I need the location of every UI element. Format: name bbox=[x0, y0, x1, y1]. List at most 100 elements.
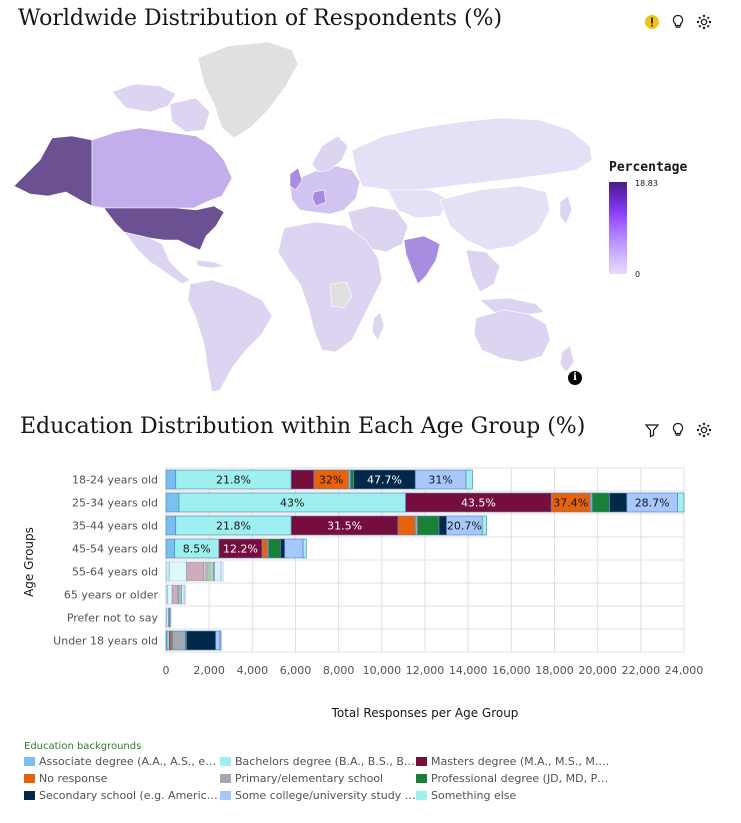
bar-segment[interactable] bbox=[181, 584, 185, 605]
bar-segment[interactable] bbox=[165, 492, 180, 513]
y-tick-label: Under 18 years old bbox=[53, 635, 158, 648]
y-tick-label: 45-54 years old bbox=[72, 543, 158, 556]
bar-segment[interactable] bbox=[397, 515, 416, 536]
region-germany[interactable] bbox=[311, 189, 327, 207]
region-usa[interactable] bbox=[103, 205, 225, 251]
x-tick-label: 24,000 bbox=[665, 664, 704, 677]
region-mexico[interactable] bbox=[123, 231, 191, 285]
bar-segment[interactable] bbox=[268, 538, 281, 559]
bar-segment[interactable] bbox=[165, 561, 170, 582]
bar-segment[interactable] bbox=[206, 561, 214, 582]
bar-segment[interactable] bbox=[438, 515, 447, 536]
bar-segment[interactable] bbox=[280, 538, 286, 559]
region-baffin[interactable] bbox=[169, 97, 211, 133]
region-india[interactable] bbox=[403, 235, 441, 285]
x-tick-label: 20,000 bbox=[578, 664, 617, 677]
bar-segment[interactable] bbox=[284, 538, 304, 559]
lightbulb-icon-2[interactable] bbox=[670, 422, 686, 438]
bar-segment[interactable] bbox=[215, 630, 221, 651]
legend-item[interactable]: Associate degree (A.A., A.S., etc.) bbox=[24, 755, 220, 768]
bar-segment[interactable] bbox=[165, 469, 177, 490]
region-uk[interactable] bbox=[289, 167, 303, 191]
warning-icon[interactable] bbox=[644, 14, 660, 30]
region-caribbean[interactable] bbox=[195, 259, 226, 269]
region-russia[interactable] bbox=[351, 117, 593, 191]
bar-segment[interactable] bbox=[213, 561, 215, 582]
bar-segment[interactable] bbox=[220, 561, 224, 582]
bar-segment[interactable] bbox=[219, 630, 222, 651]
legend-label: Bachelors degree (B.A., B.S., B.En... bbox=[235, 755, 416, 768]
bar-segment[interactable] bbox=[186, 630, 216, 651]
region-indonesia[interactable] bbox=[479, 297, 545, 317]
bar-segment[interactable] bbox=[465, 469, 473, 490]
lightbulb-icon[interactable] bbox=[670, 14, 686, 30]
x-tick-label: 4,000 bbox=[237, 664, 269, 677]
region-japan[interactable] bbox=[559, 195, 573, 225]
bar-segment[interactable] bbox=[168, 561, 187, 582]
settings-icon[interactable] bbox=[696, 14, 712, 30]
region-australia[interactable] bbox=[473, 309, 551, 363]
bar-data-label: 43.5% bbox=[461, 497, 496, 510]
region-se-asia[interactable] bbox=[465, 249, 501, 293]
bar-segment[interactable] bbox=[186, 561, 205, 582]
bar-segment[interactable] bbox=[177, 584, 179, 605]
region-alaska[interactable] bbox=[13, 135, 93, 207]
bar-segment[interactable] bbox=[214, 561, 222, 582]
region-greenland[interactable] bbox=[197, 41, 299, 139]
bar-toolbar bbox=[644, 422, 712, 438]
bar-segment[interactable] bbox=[591, 492, 610, 513]
legend-item[interactable]: Bachelors degree (B.A., B.S., B.En... bbox=[220, 755, 416, 768]
bar-segment[interactable] bbox=[261, 538, 268, 559]
legend-item[interactable]: Secondary school (e.g. American ... bbox=[24, 789, 220, 802]
legend-item[interactable]: Primary/elementary school bbox=[220, 772, 416, 785]
bar-segment[interactable] bbox=[171, 584, 178, 605]
bar-segment[interactable] bbox=[350, 469, 355, 490]
bar-segment[interactable] bbox=[302, 538, 307, 559]
info-icon[interactable]: i bbox=[568, 371, 582, 385]
legend-item[interactable]: Professional degree (JD, MD, Ph.D... bbox=[416, 772, 612, 785]
region-central-asia[interactable] bbox=[387, 189, 451, 219]
bar-data-label: 43% bbox=[280, 497, 304, 510]
x-tick-label: 16,000 bbox=[492, 664, 531, 677]
legend-swatch bbox=[416, 774, 427, 783]
bar-segment[interactable] bbox=[417, 515, 440, 536]
y-tick-label: 65 years or older bbox=[64, 589, 159, 602]
bar-data-label: 32% bbox=[319, 474, 343, 487]
y-axis-tick-labels: 18-24 years old 25-34 years old 35-44 year… bbox=[53, 474, 158, 648]
bar-segment[interactable] bbox=[172, 630, 186, 651]
x-tick-label: 2,000 bbox=[193, 664, 225, 677]
bar-segment[interactable] bbox=[165, 538, 175, 559]
region-south-america[interactable] bbox=[187, 279, 273, 393]
region-europe[interactable] bbox=[289, 165, 361, 215]
legend-item[interactable]: Something else bbox=[416, 789, 612, 802]
bar-segment[interactable] bbox=[178, 584, 182, 605]
legend-swatch bbox=[416, 757, 427, 766]
bar-segment[interactable] bbox=[167, 584, 173, 605]
region-madagascar[interactable] bbox=[371, 311, 385, 341]
filter-icon[interactable] bbox=[644, 422, 660, 438]
bar-segment[interactable] bbox=[167, 607, 170, 628]
bar-segment[interactable] bbox=[677, 492, 685, 513]
legend-item[interactable]: No response bbox=[24, 772, 220, 785]
bar-segment[interactable] bbox=[481, 515, 487, 536]
bar-segment[interactable] bbox=[205, 561, 208, 582]
settings-icon-2[interactable] bbox=[696, 422, 712, 438]
bar-segment[interactable] bbox=[183, 584, 186, 605]
bar-segment[interactable] bbox=[166, 607, 169, 628]
bar-segment[interactable] bbox=[609, 492, 628, 513]
region-scandinavia[interactable] bbox=[311, 135, 349, 173]
bar-segment[interactable] bbox=[203, 561, 207, 582]
region-arctic-islands[interactable] bbox=[111, 83, 177, 113]
map-legend-max: 18.83 bbox=[635, 179, 658, 188]
bar-segment[interactable] bbox=[165, 515, 177, 536]
bar-segment[interactable] bbox=[165, 584, 169, 605]
legend-item[interactable]: Masters degree (M.A., M.S., M.En... bbox=[416, 755, 612, 768]
region-new-zealand[interactable] bbox=[559, 345, 575, 373]
region-drc[interactable] bbox=[329, 281, 353, 309]
bar-segment[interactable] bbox=[169, 607, 172, 628]
region-china[interactable] bbox=[439, 185, 551, 251]
legend-swatch bbox=[24, 774, 35, 783]
legend-item[interactable]: Some college/university study wit... bbox=[220, 789, 416, 802]
region-canada[interactable] bbox=[91, 127, 233, 209]
bar-segment[interactable] bbox=[290, 469, 315, 490]
